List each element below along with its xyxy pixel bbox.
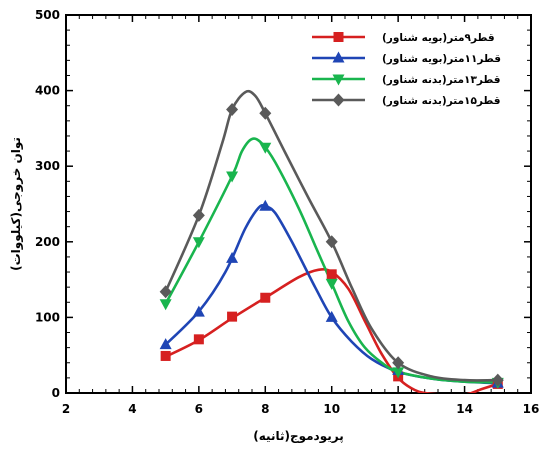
series-4-point [259, 106, 272, 120]
series-1-point [227, 311, 238, 322]
legend-marker-4 [332, 93, 345, 107]
series-1-point [193, 334, 204, 345]
legend-label-3: قطر۱۳متر(بدنه شناور) [382, 74, 501, 86]
series-curves [164, 89, 499, 393]
x-tick-label: 2 [62, 402, 70, 416]
series-4-point [159, 285, 172, 299]
series-4-point [392, 356, 405, 370]
legend-marker-1 [333, 32, 344, 42]
series-3-point [226, 171, 239, 183]
legend-marker-3 [332, 74, 345, 86]
x-tick-label: 6 [195, 402, 203, 416]
axis-ticks [65, 14, 532, 394]
y-tick-label: 100 [35, 310, 60, 324]
tick-labels: 2 4 6 8 10 12 14 16 0 100 200 300 400 500 [35, 8, 539, 416]
legend-label-4: قطر۱۵متر(بدنه شناور) [382, 95, 501, 107]
series-3-point [159, 299, 172, 311]
series-4-point [491, 373, 504, 387]
series-markers [159, 103, 504, 389]
series-4-point [226, 103, 239, 116]
legend-label-2: قطر۱۱متر(بویه شناور) [382, 53, 501, 65]
series-4-point [192, 208, 205, 222]
x-axis-title: پریودموج(ثانیه) [253, 429, 343, 444]
series-1-point [326, 269, 337, 280]
plot-frame [65, 14, 532, 394]
x-tick-label: 12 [390, 402, 407, 416]
y-tick-label: 300 [35, 159, 60, 173]
series-2-line [164, 204, 498, 385]
series-3-line [164, 137, 498, 384]
y-axis-title: توان خروجی(کیلووات) [9, 137, 24, 271]
x-tick-label: 16 [523, 402, 539, 416]
y-tick-label: 0 [52, 386, 60, 400]
series-2-point [159, 338, 172, 350]
y-tick-label: 500 [35, 8, 60, 22]
legend-label-1: قطر۹متر(بویه شناور) [382, 32, 495, 44]
series-3-point [192, 237, 205, 249]
series-2-point [192, 305, 205, 317]
series-1-point [260, 292, 271, 303]
legend-marker-2 [332, 51, 345, 63]
series-3-point [392, 367, 405, 379]
series-1-line [165, 267, 499, 393]
series-4-line [164, 89, 498, 382]
series-3-point [259, 142, 272, 154]
x-tick-label: 14 [456, 402, 473, 416]
series-2-point [226, 251, 239, 263]
series-2-point [325, 310, 338, 322]
x-tick-label: 8 [261, 402, 269, 416]
y-tick-label: 400 [35, 84, 60, 98]
series-2-point [259, 199, 272, 211]
series-4-point [325, 235, 338, 249]
y-tick-label: 200 [35, 235, 60, 249]
series-1-point [160, 350, 171, 361]
x-tick-label: 4 [128, 402, 136, 416]
series-3-point [325, 278, 338, 290]
x-tick-label: 10 [323, 402, 340, 416]
legend: قطر۹متر(بویه شناور) قطر۱۱متر(بویه شناور) ق… [312, 32, 501, 107]
